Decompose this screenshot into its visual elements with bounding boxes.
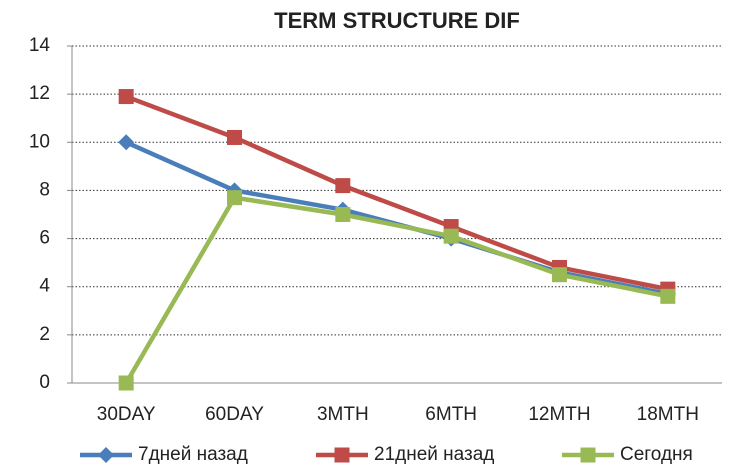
legend-marker <box>98 447 114 463</box>
legend-marker <box>580 447 596 463</box>
data-point <box>118 89 134 105</box>
x-tick-label: 18MTH <box>637 404 699 425</box>
x-tick-label: 12MTH <box>528 404 590 425</box>
legend-label: 21дней назад <box>374 444 494 465</box>
y-tick-label: 0 <box>39 372 50 393</box>
data-point <box>335 178 351 194</box>
data-point <box>552 267 567 283</box>
x-tick-label: 3MTH <box>317 404 369 425</box>
series-line <box>125 94 669 292</box>
x-tick-label: 60DAY <box>205 404 264 425</box>
series-line <box>124 195 669 385</box>
y-tick-label: 10 <box>29 131 50 152</box>
legend-label: Сегодня <box>620 444 693 465</box>
y-tick-label: 2 <box>39 324 50 345</box>
data-point <box>227 190 242 206</box>
x-tick-label: 30DAY <box>97 404 156 425</box>
data-point <box>118 375 134 391</box>
y-tick-label: 6 <box>39 228 50 249</box>
data-point <box>335 207 351 222</box>
data-point <box>118 134 135 151</box>
chart-title: TERM STRUCTURE DIF <box>274 8 520 33</box>
x-tick-label: 6MTH <box>425 404 477 425</box>
data-point <box>227 129 242 145</box>
legend-marker <box>334 447 350 463</box>
y-tick-label: 12 <box>29 83 50 104</box>
data-point <box>660 288 676 304</box>
legend-label: 7дней назад <box>138 444 248 465</box>
y-tick-label: 4 <box>39 276 50 297</box>
data-point <box>443 228 459 244</box>
y-tick-label: 14 <box>29 35 51 56</box>
y-tick-label: 8 <box>39 179 50 200</box>
